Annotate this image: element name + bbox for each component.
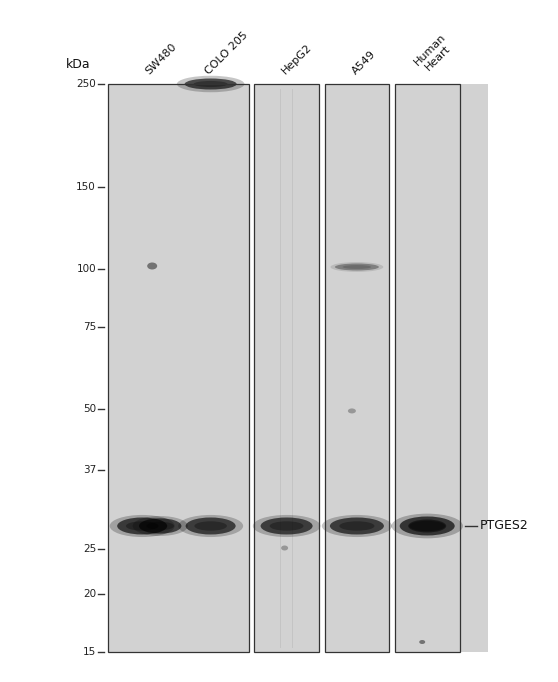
- Ellipse shape: [261, 518, 312, 535]
- Text: 250: 250: [76, 79, 96, 89]
- Text: COLO 205: COLO 205: [204, 29, 250, 76]
- Bar: [108, 84, 249, 652]
- Ellipse shape: [348, 409, 356, 413]
- Ellipse shape: [322, 515, 392, 537]
- Bar: [319, 84, 325, 652]
- Ellipse shape: [408, 520, 446, 533]
- Text: 20: 20: [83, 589, 96, 599]
- Ellipse shape: [270, 521, 304, 531]
- Ellipse shape: [194, 81, 228, 87]
- Bar: [395, 84, 459, 652]
- Ellipse shape: [186, 518, 235, 535]
- Text: PTGES2: PTGES2: [479, 520, 528, 533]
- Ellipse shape: [178, 515, 243, 537]
- Text: 150: 150: [76, 182, 96, 192]
- Text: 37: 37: [83, 464, 96, 475]
- Text: SW480: SW480: [143, 41, 178, 76]
- Ellipse shape: [147, 263, 157, 269]
- Ellipse shape: [339, 521, 374, 531]
- Text: A549: A549: [350, 48, 377, 76]
- Bar: [254, 84, 319, 652]
- Ellipse shape: [110, 515, 175, 537]
- Text: 100: 100: [76, 264, 96, 274]
- Ellipse shape: [392, 514, 463, 538]
- Ellipse shape: [139, 518, 181, 533]
- Ellipse shape: [194, 521, 227, 531]
- Ellipse shape: [330, 518, 384, 535]
- Text: Human
Heart: Human Heart: [412, 32, 456, 76]
- Ellipse shape: [146, 522, 174, 530]
- Text: 25: 25: [83, 544, 96, 554]
- Ellipse shape: [335, 263, 379, 271]
- Ellipse shape: [330, 262, 383, 272]
- Ellipse shape: [117, 518, 167, 535]
- Bar: [249, 84, 254, 652]
- Text: HepG2: HepG2: [280, 42, 314, 76]
- Bar: [108, 84, 488, 652]
- Ellipse shape: [126, 521, 158, 531]
- Ellipse shape: [343, 265, 371, 269]
- Ellipse shape: [400, 516, 455, 535]
- Bar: [325, 84, 389, 652]
- Ellipse shape: [177, 76, 244, 92]
- Ellipse shape: [133, 516, 188, 536]
- Text: 75: 75: [83, 322, 96, 332]
- Ellipse shape: [253, 515, 320, 537]
- Text: 15: 15: [83, 647, 96, 657]
- Ellipse shape: [185, 78, 237, 89]
- Text: kDa: kDa: [66, 57, 90, 70]
- Text: 50: 50: [83, 404, 96, 414]
- Bar: [389, 84, 395, 652]
- Ellipse shape: [419, 640, 425, 644]
- Ellipse shape: [410, 521, 445, 531]
- Ellipse shape: [281, 546, 288, 550]
